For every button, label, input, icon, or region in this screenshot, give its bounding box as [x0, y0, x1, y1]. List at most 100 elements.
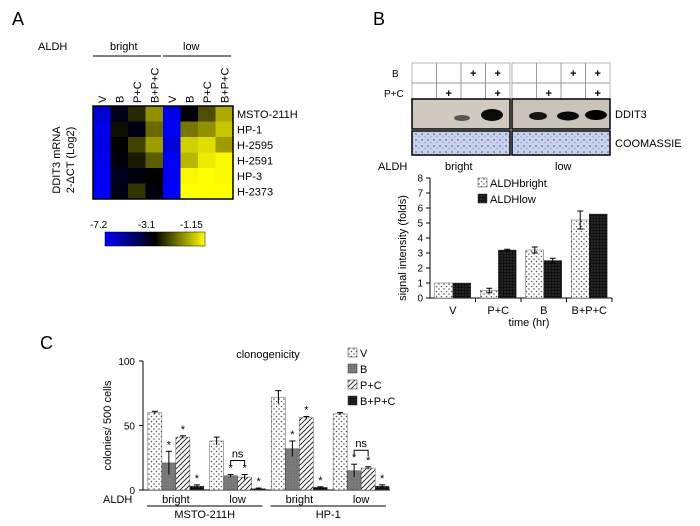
heatmap-cell: [128, 183, 146, 200]
heatmap-group-bright: bright: [110, 41, 138, 53]
ddit3-band: [585, 110, 607, 120]
bar-aldhlow-b: [543, 260, 562, 299]
panel-c-label: C: [40, 333, 53, 353]
blot-label-ddit3: DDIT3: [615, 109, 647, 121]
coomassie-blot-bright: [411, 130, 511, 156]
heatmap-col-label-p-c: P+C: [132, 81, 144, 103]
ddit3-band: [557, 111, 579, 121]
y-tick-label: 50: [124, 422, 136, 433]
heatmap-cell: [93, 121, 111, 138]
heatmap-cell: [93, 183, 111, 200]
scale-tick-max: -1.15: [180, 220, 203, 231]
blot-mark: +: [595, 68, 601, 80]
legend-swatch-b: [347, 363, 358, 374]
heatmap-col-label-p-c: P+C: [202, 81, 214, 103]
blot-header-cell: [511, 62, 537, 84]
blot-label-coomassie: COOMASSIE: [615, 138, 682, 150]
significance-star: *: [167, 439, 172, 451]
heatmap-cell: [163, 152, 181, 169]
bar-aldhlow-b-p-c: [589, 213, 608, 299]
blot-mark: +: [546, 88, 552, 100]
y-tick-label: 0: [129, 486, 135, 497]
heatmap-cell: [93, 106, 111, 122]
heatmap-cell: [163, 183, 181, 200]
bar-aldhbright-v: [434, 282, 453, 299]
panel-a-label: A: [12, 9, 24, 29]
heatmap-cell: [198, 106, 216, 122]
heatmap-cell: [145, 106, 164, 122]
heatmap-cell: [110, 121, 129, 138]
heatmap-group-low: low: [183, 41, 200, 53]
heatmap-cell: [215, 121, 234, 138]
legend-swatch-aldhbright: [477, 177, 488, 188]
bar-v-3: [332, 413, 348, 491]
blot-header-cell: [411, 62, 437, 84]
blot-mark: +: [570, 68, 576, 80]
heatmap-cell: [128, 121, 146, 138]
bar-aldhbright-b-p-c: [571, 219, 590, 299]
heatmap-col-label-v: V: [167, 95, 179, 103]
heatmap-cell: [180, 137, 199, 153]
y-tick-label: 7: [417, 189, 423, 200]
y-tick-label: 0: [417, 294, 423, 305]
legend-label-b-p-c: B+P+C: [360, 396, 396, 408]
heatmap-cell: [198, 121, 216, 138]
scale-tick-mid: -3.1: [138, 220, 156, 231]
heatmap-row-label-h-2373: H-2373: [237, 186, 273, 198]
significance-star: *: [195, 473, 200, 485]
bar-p-c-3: [360, 467, 376, 491]
coomassie-blot-low: [511, 130, 611, 156]
significance-star: *: [290, 429, 295, 441]
blot-header-cell: [436, 62, 462, 84]
x-axis-label: time (hr): [509, 317, 550, 329]
heatmap-cell: [215, 152, 234, 169]
heatmap-col-label-b-p-c: B+P+C: [219, 67, 231, 103]
significance-star: *: [352, 452, 357, 464]
x-prefix-label: ALDH: [103, 494, 132, 506]
blot-treatment-header: B + + + + P+C + + + +: [384, 62, 611, 104]
heatmap-row-label-h-2595: H-2595: [237, 140, 273, 152]
heatmap-cell: [145, 137, 164, 153]
legend-swatch-p-c: [347, 379, 358, 390]
heatmap-cell: [198, 168, 216, 184]
y-axis-label: signal intensity (folds): [397, 195, 409, 301]
heatmap-cell: [215, 106, 234, 122]
heatmap-col-label-v: V: [97, 95, 109, 103]
y-tick-label: 8: [417, 174, 423, 185]
heatmap-cell: [215, 168, 234, 184]
legend-label-b: B: [360, 364, 367, 376]
heatmap-cell: [128, 152, 146, 169]
legend-swatch-aldhlow: [477, 193, 488, 204]
heatmap-cell: [215, 183, 234, 200]
heatmap-group-label: ALDH: [38, 41, 67, 53]
heatmap-col-label-b: B: [184, 96, 196, 103]
heatmap-cell: [198, 152, 216, 169]
heatmap-cell: [163, 168, 181, 184]
ddit3-band: [481, 109, 503, 121]
legend-label-p-c: P+C: [360, 380, 382, 392]
x-tick-label-p-c: P+C: [487, 305, 509, 317]
legend-label-aldhlow: ALDHlow: [490, 194, 536, 206]
heatmap-row-label-hp-3: HP-3: [237, 171, 262, 183]
bar-aldhbright-b: [525, 249, 544, 299]
heatmap-cell: [198, 183, 216, 200]
heatmap-cell: [163, 121, 181, 138]
legend-label-aldhbright: ALDHbright: [490, 178, 547, 190]
heatmap-cell: [128, 137, 146, 153]
ns-label: ns: [355, 438, 367, 450]
ns-bracket: [353, 449, 369, 457]
heatmap-border: [92, 105, 234, 200]
significance-star: *: [318, 475, 323, 487]
bar-b-1: [223, 475, 238, 491]
blot-mark: +: [495, 88, 501, 100]
bar-v-1: [209, 440, 224, 491]
heatmap-row-label-hp-1: HP-1: [237, 124, 262, 136]
blot-mark: +: [446, 88, 452, 100]
heatmap-cell: [145, 183, 164, 200]
y-tick-label: 4: [417, 234, 423, 245]
bar-p-c-2: [299, 417, 314, 491]
significance-star: *: [304, 404, 309, 416]
legend-label-v: V: [360, 348, 368, 360]
x-subgroup-label-3: low: [353, 494, 370, 506]
